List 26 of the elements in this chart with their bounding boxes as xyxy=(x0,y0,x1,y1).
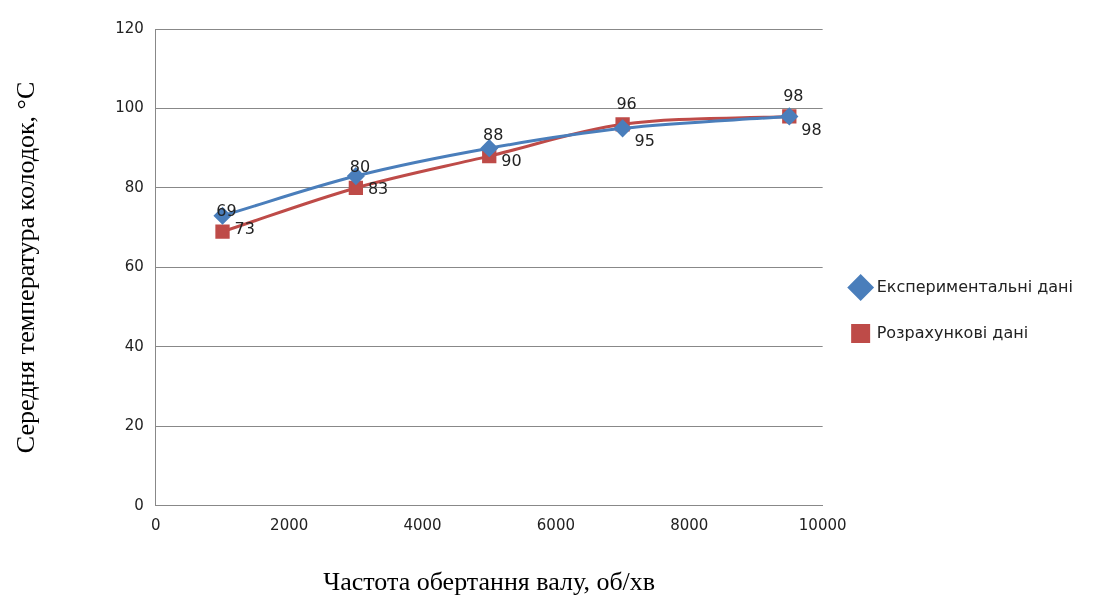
x-tick-label: 10000 xyxy=(798,515,847,534)
x-tick-label: 4000 xyxy=(403,515,442,534)
y-tick-label: 60 xyxy=(124,257,144,276)
data-label: 95 xyxy=(634,131,655,151)
data-label: 96 xyxy=(616,93,637,113)
data-label: 98 xyxy=(783,85,804,105)
x-axis-title: Частота обертання валу, об/хв xyxy=(323,567,656,597)
legend-label: Розрахункові дані xyxy=(876,322,1029,342)
y-tick-label: 120 xyxy=(115,18,144,37)
x-tick-label: 2000 xyxy=(270,515,309,534)
data-label: 88 xyxy=(483,125,504,145)
data-label: 83 xyxy=(367,179,389,199)
y-tick-label: 0 xyxy=(134,495,144,514)
y-axis-title: Середня температура колодок, °С xyxy=(11,81,41,454)
legend-label: Експериментальні дані xyxy=(876,276,1074,296)
data-label: 98 xyxy=(801,119,822,139)
y-tick-label: 40 xyxy=(124,336,144,355)
data-label: 90 xyxy=(501,151,522,171)
data-label: 73 xyxy=(234,218,255,238)
y-tick-label: 20 xyxy=(124,416,144,435)
y-tick-label: 100 xyxy=(115,98,144,117)
x-tick-label: 8000 xyxy=(670,515,709,534)
x-tick-label: 6000 xyxy=(536,515,576,534)
data-label: 80 xyxy=(349,157,371,177)
x-tick-label: 0 xyxy=(151,515,161,534)
y-tick-label: 80 xyxy=(124,177,144,196)
